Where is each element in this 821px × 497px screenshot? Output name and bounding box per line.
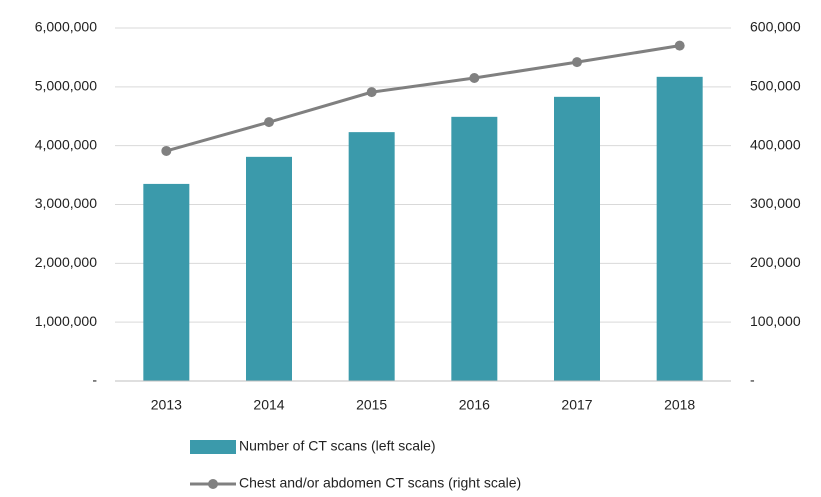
bar [246, 156, 292, 381]
x-tick-label: 2017 [561, 397, 592, 413]
line-marker [366, 87, 377, 98]
y2-tick-label: 500,000 [750, 78, 801, 94]
bar [451, 116, 498, 382]
line-marker [469, 73, 480, 84]
y-tick-label: - [92, 372, 97, 388]
y2-tick-label: 400,000 [750, 136, 801, 152]
line-marker [161, 145, 172, 156]
legend-label: Chest and/or abdomen CT scans (right sca… [239, 475, 521, 491]
y2-tick-label: 300,000 [750, 195, 801, 211]
bar [554, 96, 600, 382]
y-tick-label: 2,000,000 [35, 254, 97, 270]
bar [143, 183, 190, 381]
legend-marker [208, 479, 218, 489]
x-tick-label: 2016 [459, 397, 490, 413]
y2-tick-label: - [750, 372, 755, 388]
y-tick-label: 1,000,000 [35, 313, 97, 329]
bar [348, 132, 395, 381]
x-tick-label: 2018 [664, 397, 695, 413]
line [165, 44, 680, 153]
x-tick-label: 2015 [356, 397, 387, 413]
legend-label: Number of CT scans (left scale) [239, 438, 436, 454]
y-tick-label: 5,000,000 [35, 78, 97, 94]
y2-tick-label: 600,000 [750, 19, 801, 35]
legend-swatch [190, 440, 236, 454]
bar [656, 76, 703, 381]
y2-tick-label: 200,000 [750, 254, 801, 270]
line-marker [572, 57, 582, 68]
line-marker [264, 117, 274, 128]
y2-tick-label: 100,000 [750, 313, 801, 329]
y-tick-label: 3,000,000 [35, 195, 97, 211]
y-tick-label: 6,000,000 [35, 19, 97, 35]
x-tick-label: 2013 [151, 397, 182, 413]
x-tick-label: 2014 [253, 397, 284, 413]
y-tick-label: 4,000,000 [35, 136, 97, 152]
line-marker [674, 40, 685, 51]
